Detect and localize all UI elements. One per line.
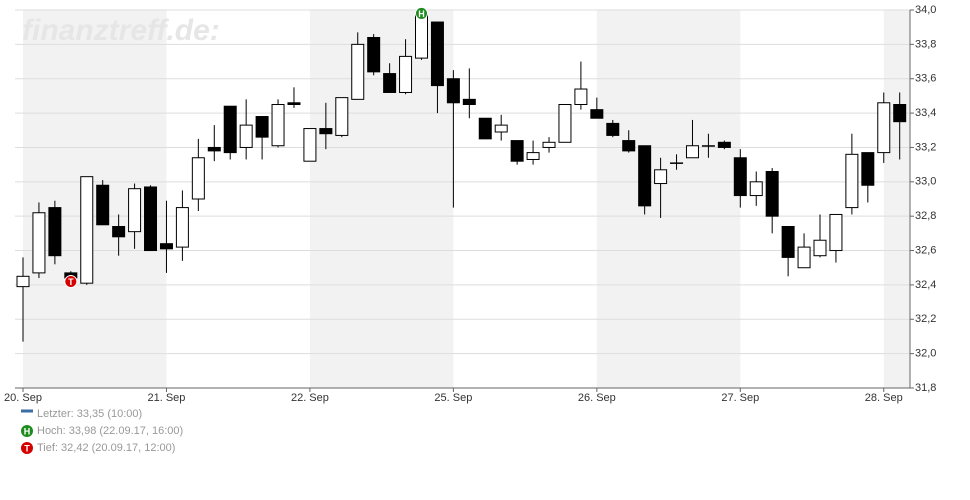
candle-body: [271, 104, 285, 147]
candle-body: [207, 146, 221, 152]
candle-body: [351, 43, 365, 100]
candle-body: [319, 128, 333, 135]
x-tick-label: 22. Sep: [291, 392, 329, 404]
candle-body: [622, 140, 636, 152]
marker-label: H: [418, 9, 425, 19]
candle-body: [510, 140, 524, 162]
candle-body: [335, 97, 349, 136]
y-tick-label: 33,0: [915, 176, 936, 188]
day-band: [309, 10, 454, 388]
candle-body: [32, 212, 46, 274]
candle-body: [845, 153, 859, 209]
candle-body: [223, 105, 237, 154]
y-tick-label: 33,6: [915, 73, 936, 85]
x-tick-label: 28. Sep: [865, 392, 903, 404]
candle-body: [367, 36, 381, 73]
day-band: [23, 10, 167, 388]
extreme-marker: [64, 274, 78, 288]
candle-body: [144, 186, 158, 252]
candle-body: [733, 157, 747, 197]
x-tick-label: 27. Sep: [721, 392, 759, 404]
marker-label: T: [68, 277, 74, 287]
candle-body: [462, 98, 476, 105]
candle-body: [494, 124, 508, 133]
legend-label: Hoch: 33,98 (22.09.17, 16:00): [37, 425, 183, 437]
y-tick-label: 32,8: [915, 210, 936, 222]
y-tick-label: 32,2: [915, 313, 936, 325]
candle-body: [781, 225, 795, 258]
candle-body: [574, 88, 588, 105]
candle-body: [239, 124, 253, 148]
candle-body: [829, 213, 843, 252]
candle-body: [159, 243, 173, 250]
candle-body: [558, 104, 572, 143]
candle-body: [701, 145, 715, 147]
y-tick-label: 31,8: [915, 382, 936, 394]
candle-body: [96, 184, 110, 226]
candle-body: [749, 181, 763, 197]
candle-body: [765, 171, 779, 217]
candle-body: [861, 152, 875, 186]
legend-label: Letzter: 33,35 (10:00): [37, 408, 142, 420]
candle-body: [654, 169, 668, 185]
y-tick-label: 33,4: [915, 107, 936, 119]
y-tick-label: 33,2: [915, 141, 936, 153]
legend-marker: [21, 425, 33, 437]
candle-body: [893, 104, 907, 123]
candle-body: [685, 145, 699, 159]
candle-body: [112, 225, 126, 238]
y-tick-label: 34,0: [915, 4, 936, 16]
candle-body: [526, 152, 540, 160]
candle-body: [797, 246, 811, 269]
candle-body: [542, 141, 556, 148]
legend-label: Tief: 32,42 (20.09.17, 12:00): [37, 442, 175, 454]
candle-body: [446, 78, 460, 104]
candle-body: [191, 157, 205, 200]
candle-body: [590, 109, 604, 119]
candle-body: [303, 128, 317, 162]
candle-body: [16, 275, 30, 288]
candle-body: [415, 12, 428, 59]
candle-body: [638, 145, 652, 207]
candle-body: [606, 122, 620, 136]
legend-marker: [21, 442, 33, 454]
day-band: [883, 10, 910, 388]
candle-body: [717, 141, 731, 148]
candle-body: [175, 207, 189, 248]
y-tick-label: 32,4: [915, 279, 936, 291]
candle-body: [430, 21, 444, 87]
day-band: [596, 10, 741, 388]
candle-body: [128, 188, 142, 233]
watermark: finanztreff.de:: [22, 14, 220, 47]
extreme-marker: [415, 6, 428, 20]
y-tick-label: 32,6: [915, 244, 936, 256]
legend-marker-label: T: [24, 443, 30, 453]
x-tick-label: 21. Sep: [147, 392, 185, 404]
candle-body: [478, 117, 492, 140]
y-tick-label: 32,0: [915, 348, 936, 360]
x-tick-label: 25. Sep: [434, 392, 472, 404]
candle-body: [813, 239, 827, 257]
candle-body: [80, 176, 94, 284]
candle-body: [255, 116, 269, 138]
candle-body: [670, 162, 684, 164]
x-tick-label: 20. Sep: [4, 392, 42, 404]
y-tick-label: 33,8: [915, 38, 936, 50]
candle-body: [383, 73, 397, 93]
candle-body: [877, 102, 891, 154]
candle-body: [399, 55, 413, 93]
candle-body: [287, 102, 301, 105]
legend-marker-label: H: [24, 426, 31, 436]
candle-body: [48, 207, 62, 257]
x-tick-label: 26. Sep: [578, 392, 616, 404]
